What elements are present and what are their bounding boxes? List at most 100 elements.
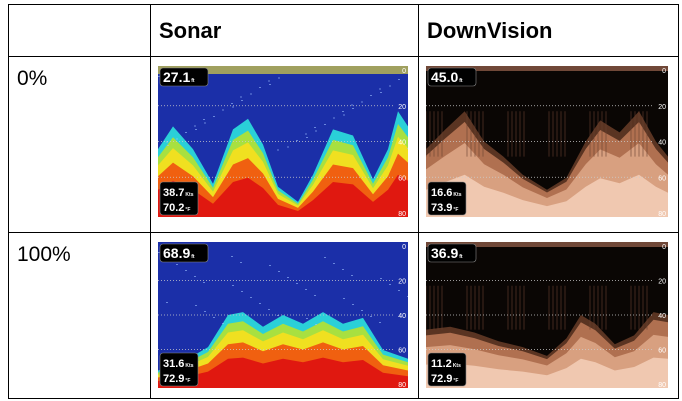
- row: 100% 0 20 40 60 80 68.9ft 31.6Kts 72.9°F 0 20 40 6…: [8, 232, 679, 399]
- noise: [287, 277, 289, 278]
- depth-scale-label: 80: [398, 211, 406, 217]
- noise: [407, 148, 409, 149]
- image-cell: 0 20 40 60 80 27.1ft 38.7Kts 70.2°F: [150, 56, 419, 233]
- noise: [185, 132, 187, 133]
- temp-readout-value: 73.9: [431, 202, 452, 214]
- noise: [203, 282, 205, 283]
- depth-scale-label: 20: [658, 104, 666, 111]
- noise: [287, 146, 289, 148]
- depth-scale-label: 40: [398, 140, 406, 147]
- noise: [213, 317, 215, 318]
- noise: [278, 271, 280, 272]
- noise: [195, 305, 197, 306]
- readout-box: [159, 352, 199, 387]
- noise: [315, 130, 317, 132]
- noise: [241, 100, 243, 101]
- noise: [314, 295, 316, 296]
- noise: [232, 285, 234, 286]
- noise: [351, 275, 353, 276]
- noise: [314, 127, 316, 128]
- noise: [241, 291, 243, 292]
- temp-readout: 73.9°F: [431, 202, 458, 214]
- seabed-layer: [158, 357, 408, 388]
- noise: [389, 85, 391, 87]
- noise: [370, 316, 372, 317]
- depth-readout: 36.9ft: [431, 245, 463, 261]
- noise: [166, 141, 168, 143]
- noise: [195, 129, 197, 130]
- depth-scale-label: 60: [398, 175, 406, 182]
- noise: [342, 111, 344, 112]
- image-cell: 0 20 40 60 80 36.9ft 11.2Kts 72.9°F: [418, 232, 679, 399]
- temp-readout-unit: °F: [453, 378, 458, 384]
- readout-box: [427, 181, 467, 216]
- noise: [277, 315, 279, 316]
- noise: [370, 95, 372, 96]
- noise: [324, 124, 326, 125]
- noise: [231, 256, 233, 257]
- surface-band: [426, 242, 668, 247]
- noise: [352, 108, 354, 109]
- noise: [269, 265, 271, 266]
- temp-readout: 70.2°F: [163, 202, 190, 214]
- noise: [305, 133, 307, 135]
- speed-readout-unit: Kts: [453, 192, 461, 198]
- depth-scale-label: 20: [398, 279, 406, 286]
- noise: [250, 93, 252, 95]
- depth-scale-label: 80: [658, 211, 666, 217]
- noise: [203, 119, 205, 120]
- depth-scale-label: 0: [662, 244, 666, 251]
- noise: [222, 109, 224, 111]
- noise: [194, 276, 196, 277]
- noise: [305, 289, 307, 290]
- speed-readout: 31.6Kts: [163, 358, 194, 370]
- depth-scale-label: 40: [658, 313, 666, 320]
- noise: [343, 114, 345, 116]
- depth-scale-label: 0: [402, 244, 406, 251]
- depth-scale-label: 80: [658, 382, 666, 388]
- header-row: Sonar DownVision: [8, 4, 679, 57]
- depth-readout-unit: ft: [459, 254, 463, 260]
- temp-readout-value: 72.9: [431, 373, 452, 385]
- depth-scale-label: 20: [398, 104, 406, 111]
- corner-cell: [8, 4, 151, 57]
- noise: [342, 269, 344, 270]
- noise: [333, 263, 335, 264]
- speed-readout-unit: Kts: [185, 192, 193, 198]
- noise: [343, 298, 345, 299]
- noise: [306, 137, 308, 138]
- speed-readout: 38.7Kts: [163, 187, 194, 199]
- readout-box: [427, 243, 477, 263]
- readout-box: [159, 243, 209, 263]
- surface-band: [426, 66, 668, 71]
- noise: [351, 104, 353, 106]
- speed-readout-value: 16.6: [431, 187, 452, 199]
- depth-readout-unit: ft: [459, 78, 463, 84]
- noise: [240, 96, 242, 98]
- image-cell: 0 20 40 60 80 68.9ft 31.6Kts 72.9°F: [150, 232, 419, 399]
- temp-readout-unit: °F: [185, 207, 190, 213]
- readout-box: [427, 67, 477, 87]
- depth-scale-label: 0: [402, 68, 406, 75]
- depth-scale-label: 20: [658, 279, 666, 286]
- column-header: DownVision: [418, 4, 679, 57]
- noise: [398, 290, 400, 291]
- noise: [222, 323, 224, 324]
- image-cell: 0 20 40 60 80 45.0ft 16.6Kts 73.9°F: [418, 56, 679, 233]
- temp-readout-unit: °F: [453, 207, 458, 213]
- seabed-layer: [426, 174, 668, 217]
- speed-readout: 16.6Kts: [431, 187, 462, 199]
- noise: [213, 116, 215, 117]
- noise: [379, 322, 381, 323]
- comparison-table: Sonar DownVision 0% 0 20 40 60 80 27.1ft 38.7K…: [8, 4, 679, 399]
- noise: [407, 296, 409, 297]
- noise: [306, 318, 308, 319]
- noise: [352, 304, 354, 305]
- speed-readout-value: 31.6: [163, 358, 184, 370]
- depth-readout-unit: ft: [191, 254, 195, 260]
- noise: [277, 149, 279, 151]
